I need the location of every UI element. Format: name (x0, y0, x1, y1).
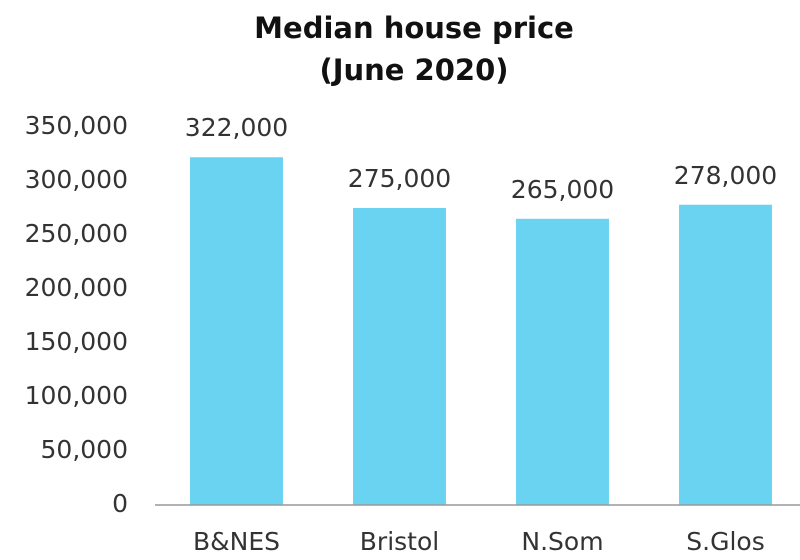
data-label: 275,000 (348, 164, 451, 193)
bar (353, 208, 446, 505)
y-tick-label: 150,000 (25, 327, 128, 356)
x-tick-label: Bristol (360, 527, 439, 556)
data-label: 322,000 (185, 113, 288, 142)
chart-subtitle: (June 2020) (319, 53, 508, 87)
chart-title: Median house price (254, 11, 574, 45)
bar (516, 218, 609, 506)
y-tick-label: 200,000 (25, 273, 128, 302)
y-tick-label: 250,000 (25, 219, 128, 248)
y-tick-label: 100,000 (25, 381, 128, 410)
y-tick-label: 350,000 (25, 111, 128, 140)
x-tick-label: N.Som (521, 527, 603, 556)
bar (679, 204, 772, 505)
y-tick-label: 50,000 (41, 435, 128, 464)
x-tick-label: S.Glos (686, 527, 764, 556)
data-label: 278,000 (674, 161, 777, 190)
x-tick-label: B&NES (193, 527, 280, 556)
y-tick-label: 0 (112, 489, 128, 518)
bar (190, 157, 283, 506)
data-label: 265,000 (511, 175, 614, 204)
y-tick-label: 300,000 (25, 165, 128, 194)
